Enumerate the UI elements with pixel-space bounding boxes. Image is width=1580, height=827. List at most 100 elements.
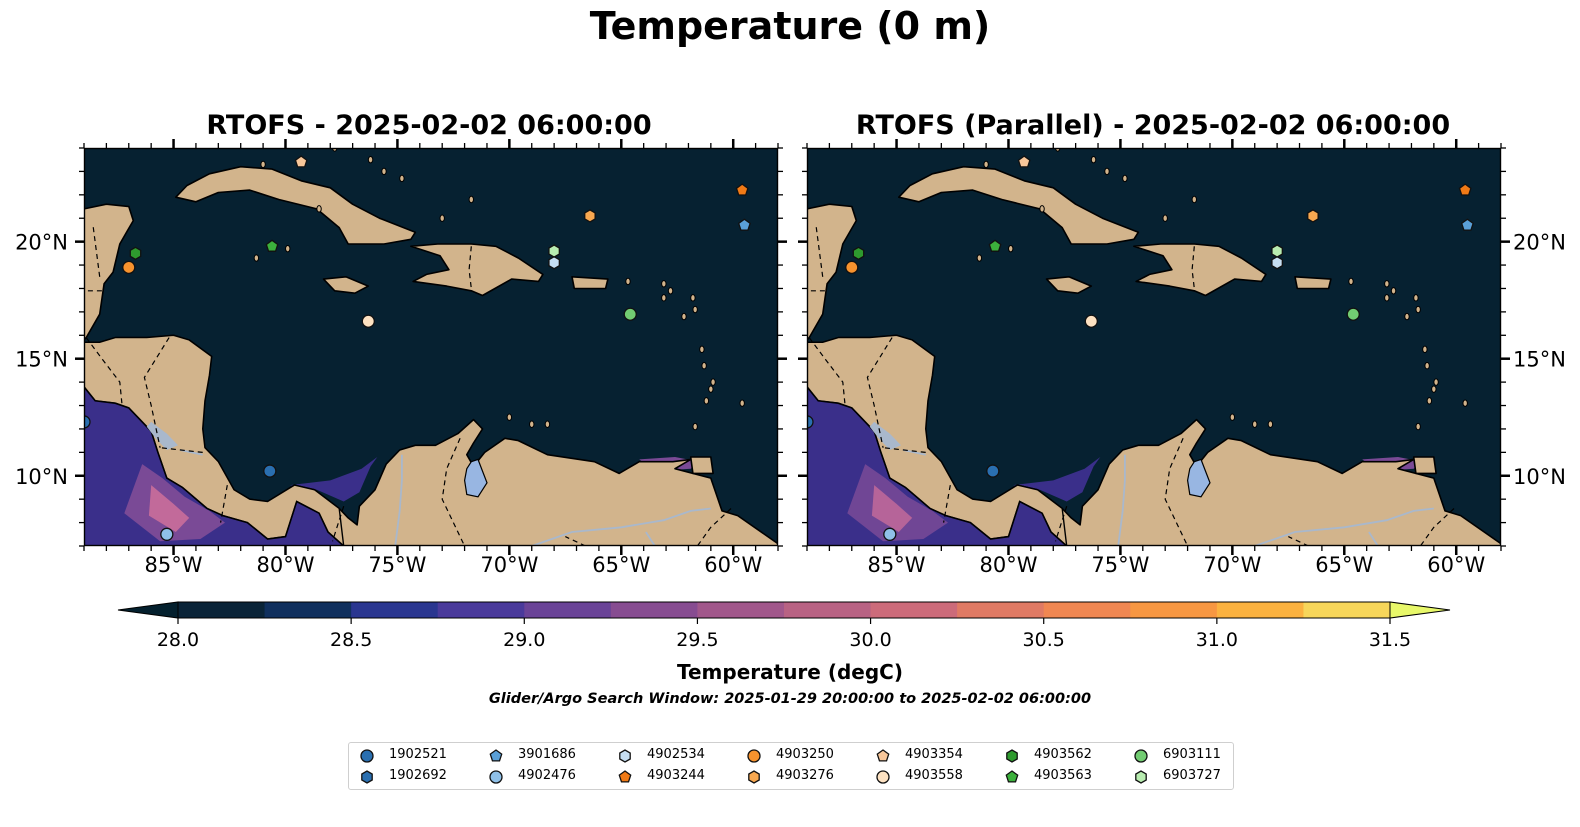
lon-tick-label: 60°W [704,553,762,577]
colorbar-tick-label: 30.5 [1023,629,1065,651]
islet [1104,167,1110,176]
colorbar-tick-label: 30.0 [849,629,891,651]
obs-marker-4903563 [265,239,279,252]
obs-marker-6903727 [1271,244,1283,258]
country-border [943,484,951,523]
islet [381,167,387,176]
obs-marker-4903558 [1084,314,1098,328]
islet [260,160,266,169]
islet [1431,385,1437,393]
legend-marker [618,770,632,783]
colorbar-bin [697,602,785,618]
land-yucatan [84,203,135,341]
legend-marker [361,770,373,784]
obs-marker-1902521 [986,464,1000,478]
islet [708,385,714,393]
pacific-warm-2 [148,485,190,532]
legend-marker [748,770,760,784]
lon-tick-label: 75°W [368,553,426,577]
colorbar-tick-label: 29.0 [503,629,545,651]
legend-marker [1134,749,1148,763]
map-frame [83,147,779,547]
obs-marker-4903562 [129,246,142,261]
legend-marker-circle [747,749,761,763]
islet [625,277,631,286]
legend-marker-pentagon [618,770,632,783]
country-border [468,246,472,289]
islet [1252,420,1258,428]
obs-marker-1902521 [84,415,91,429]
river [531,507,711,546]
colorbar-over-arrow [1389,601,1451,619]
islet [1229,413,1236,421]
islet [1039,205,1045,213]
lat-tick-label-right: 15°N [1513,348,1566,372]
lon-tick-label: 85°W [145,553,203,577]
pacific-warm-2 [871,485,913,532]
country-border [1191,246,1195,289]
country-border [1054,506,1068,542]
islet [710,378,716,386]
legend-label: 4903250 [776,747,834,762]
colorbar-bin [1043,602,1131,618]
islet [1462,399,1468,407]
legend-marker-hexagon [1135,770,1147,784]
colorbar-bin [1216,602,1304,618]
islet [701,362,707,370]
legend-marker-hexagon [748,770,760,784]
country-border [696,508,732,546]
colorbar-bin [784,602,872,618]
land-puertorico [1294,276,1332,290]
legend-label: 4903558 [905,768,963,783]
islet [983,160,989,169]
legend-marker-pentagon [876,749,890,762]
map-panel-rtofs [75,139,787,555]
lat-tick-label-right: 10°N [1513,465,1566,489]
figure-title: Temperature (0 m) [589,4,991,48]
legend-marker [619,749,631,763]
obs-marker-4903558 [361,314,375,328]
islet [692,305,698,314]
legend-label: 4903276 [776,768,834,783]
colorbar-bin [610,602,698,618]
legend-label: 1902521 [389,747,447,762]
colorbar-bin [957,602,1045,618]
obs-marker-4902534 [1271,255,1283,270]
islet [1162,214,1168,222]
islet [439,214,445,222]
land-cuba [175,165,417,245]
islet [1424,362,1430,370]
lon-tick-label: 65°W [592,553,650,577]
legend-marker [489,770,503,784]
islet [976,254,983,262]
legend-label: 6903727 [1163,768,1221,783]
obs-marker-6903111 [1346,307,1360,321]
islet [1415,422,1421,431]
river [1117,454,1126,546]
lon-tick-label: 70°W [480,553,538,577]
islet [1422,345,1428,354]
panel-title-rtofs: RTOFS - 2025-02-02 06:00:00 [206,110,652,141]
country-border [441,438,466,546]
legend-label: 4903563 [1034,768,1092,783]
river [1254,507,1434,546]
colorbar-bin [1130,602,1218,618]
lake-maracaibo [1186,458,1211,498]
land-hispaniola [1133,243,1267,297]
legend-label: 4903562 [1034,747,1092,762]
islet [1384,280,1390,288]
islet [703,397,710,405]
obs-marker-3901686 [737,218,751,231]
pacific-coastline-top [84,386,345,546]
lake-maracaibo [463,458,488,498]
legend-label: 4903244 [647,768,705,783]
lat-tick-label-right: 20°N [1513,231,1566,255]
islet [1426,397,1433,405]
legend-marker [1135,770,1147,784]
obs-marker-4903250 [122,260,136,275]
lon-tick-label: 60°W [1427,553,1485,577]
search-window-note: Glider/Argo Search Window: 2025-01-29 20… [488,691,1092,707]
islet [506,413,513,421]
legend-marker-pentagon [1005,770,1019,783]
legend-marker [747,749,761,763]
